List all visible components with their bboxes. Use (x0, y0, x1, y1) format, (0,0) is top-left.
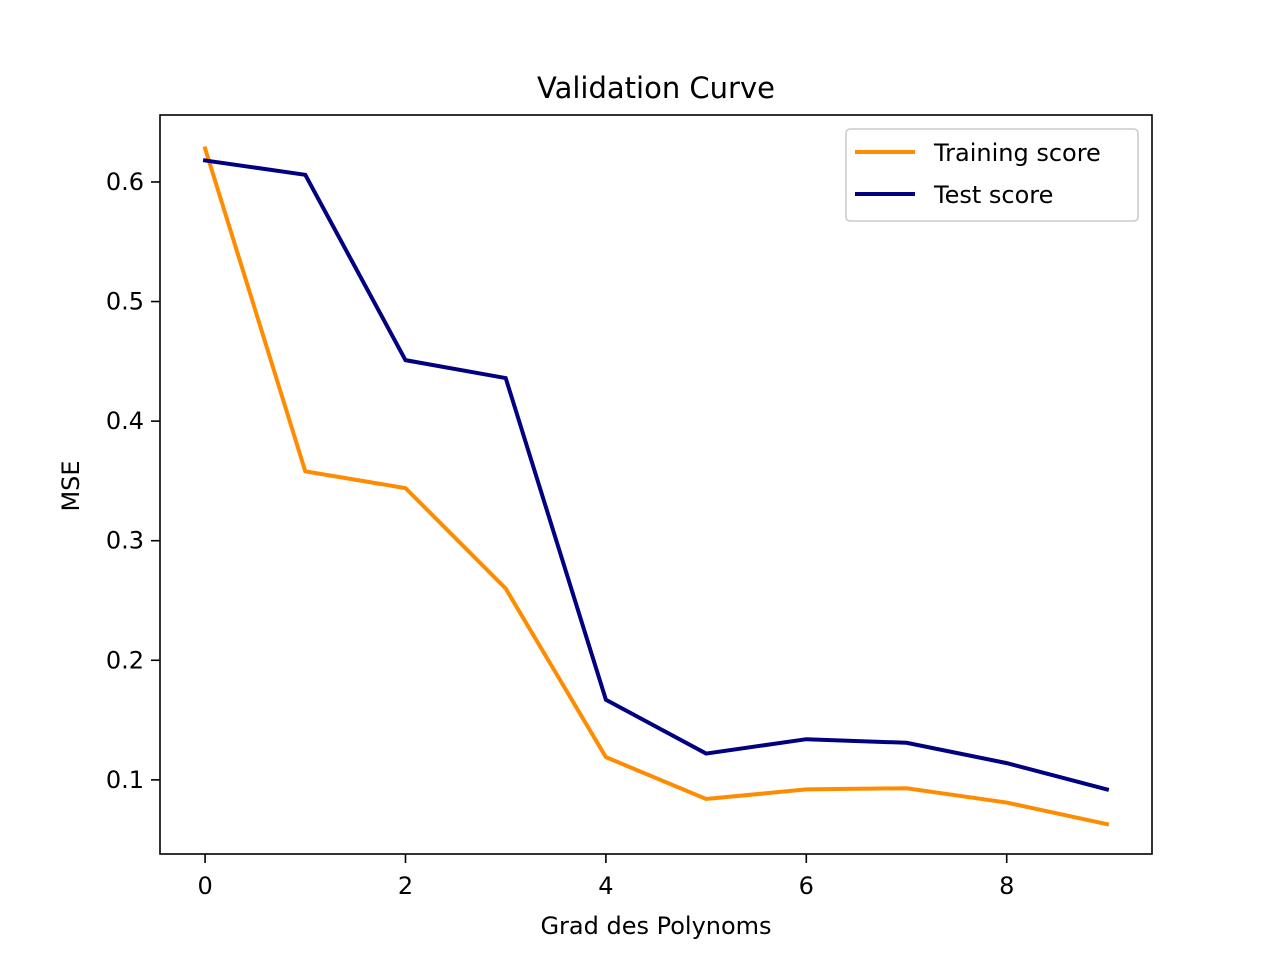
y-tick-label: 0.6 (106, 168, 144, 196)
legend-label-training-score: Training score (933, 139, 1101, 167)
series-line-test-score (202, 158, 1110, 792)
x-tick-label: 6 (799, 872, 814, 900)
x-axis-label: Grad des Polynoms (540, 912, 771, 940)
y-tick-label: 0.5 (106, 288, 144, 316)
x-tick-label: 2 (398, 872, 413, 900)
series-layer (202, 145, 1110, 827)
y-tick-label: 0.4 (106, 407, 144, 435)
x-tick-label: 8 (999, 872, 1014, 900)
y-axis-label: MSE (57, 460, 85, 511)
x-tick-label: 0 (197, 872, 212, 900)
legend-box (845, 128, 1139, 222)
y-axis: 0.1 0.2 0.3 0.4 0.5 0.6 (106, 168, 160, 794)
y-tick-label: 0.3 (106, 527, 144, 555)
y-tick-label: 0.2 (106, 646, 144, 674)
legend-label-test-score: Test score (933, 181, 1053, 209)
legend: Training score Test score (845, 128, 1139, 222)
plot-area (202, 145, 1110, 827)
series-line-training-score (202, 145, 1110, 827)
x-axis: 0 2 4 6 8 (197, 854, 1014, 900)
plot-frame (159, 114, 1153, 855)
chart-title: Validation Curve (537, 71, 775, 105)
y-tick-label: 0.1 (106, 766, 144, 794)
x-tick-label: 4 (598, 872, 613, 900)
